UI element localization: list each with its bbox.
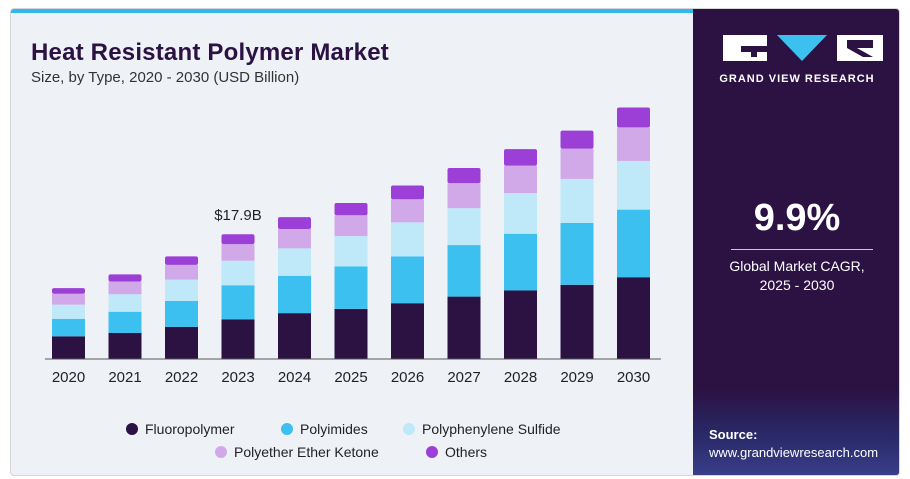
bar-2024-polyphenylene-sulfide [278,248,311,276]
bar-2027-polyether-ether-ketone [447,183,481,209]
bar-2022-polyether-ether-ketone [165,264,198,280]
bar-2021-polyphenylene-sulfide [108,294,142,312]
bar-2021-fluoropolymer [108,333,142,359]
accent-bar [11,9,693,13]
x-tick-label-2021: 2021 [108,369,141,386]
cagr-value: 9.9% [753,197,841,239]
bar-2029-polyimides [560,222,594,285]
bar-2024-fluoropolymer [278,313,311,359]
chart-title: Heat Resistant Polymer Market [31,39,389,66]
bar-2026-polyphenylene-sulfide [391,222,424,257]
bar-2025-others [334,203,368,216]
data-label-2023: $17.9B [214,207,262,224]
bar-2025-polyether-ether-ketone [334,215,368,237]
cagr-label-line2: 2025 - 2030 [759,277,835,293]
grand-view-research-logo-icon [723,35,883,61]
x-tick-label-2023: 2023 [221,369,254,386]
bar-2024-polyether-ether-ketone [278,229,311,249]
bar-2029-others [560,130,594,149]
x-tick-label-2022: 2022 [165,369,198,386]
bar-2025-polyphenylene-sulfide [334,236,368,267]
bar-2021-polyether-ether-ketone [108,281,142,295]
bar-2028-polyphenylene-sulfide [504,193,537,234]
bar-2020-polyether-ether-ketone [52,293,85,305]
bar-2022-polyphenylene-sulfide [165,279,198,301]
bar-2023-polyether-ether-ketone [221,244,255,261]
source-block: Source: www.grandviewresearch.com [693,389,899,475]
legend-label-polyimides: Polyimides [300,421,368,437]
bar-2027-polyphenylene-sulfide [447,208,481,246]
bar-2021-polyimides [108,311,142,333]
x-tick-label-2028: 2028 [504,369,537,386]
legend-swatch-polyether-ether-ketone [215,446,227,458]
bar-2026-polyether-ether-ketone [391,199,424,223]
bar-2027-fluoropolymer [447,296,481,359]
bar-2030-others [617,107,650,128]
x-tick-label-2030: 2030 [617,369,650,386]
bar-2028-others [504,149,537,166]
bar-2030-fluoropolymer [617,277,650,359]
stacked-bar-chart: 2020 2021 2022 $17.9B 2023 2024 2025 2026 2027 20… [45,107,661,460]
bar-2025-fluoropolymer [334,308,368,359]
legend-swatch-polyphenylene-sulfide [403,423,415,435]
bar-2030-polyether-ether-ketone [617,127,650,161]
cagr-label-line1: Global Market CAGR, [729,258,865,274]
legend-label-polyether-ether-ketone: Polyether Ether Ketone [234,444,379,460]
chart-panel: Heat Resistant Polymer Market Size, by T… [11,13,693,475]
legend-label-fluoropolymer: Fluoropolymer [145,421,235,437]
bar-2024-polyimides [278,275,311,314]
legend-label-others: Others [445,444,487,460]
bar-2026-polyimides [391,256,424,304]
bar-2030-polyimides [617,209,650,278]
bar-2027-others [447,168,481,184]
bar-2022-fluoropolymer [165,326,198,359]
legend-swatch-polyimides [281,423,293,435]
cagr-label: Global Market CAGR, 2025 - 2030 [693,257,899,295]
bar-2021-others [108,274,142,282]
legend-swatch-fluoropolymer [126,423,138,435]
bar-2025-polyimides [334,266,368,309]
bar-2024-others [278,217,311,229]
x-tick-label-2026: 2026 [391,369,424,386]
bar-2023-polyimides [221,285,255,320]
bar-2030-polyphenylene-sulfide [617,160,650,210]
bar-2022-others [165,256,198,265]
bar-2023-others [221,234,255,245]
divider [731,249,873,250]
bar-2028-polyether-ether-ketone [504,165,537,194]
x-tick-label-2024: 2024 [278,369,311,386]
bar-2029-polyether-ether-ketone [560,148,594,179]
side-panel: GRAND VIEW RESEARCH 9.9% Global Market C… [693,9,899,475]
x-tick-label-2020: 2020 [52,369,85,386]
infographic-card: Heat Resistant Polymer Market Size, by T… [10,8,900,476]
bar-2029-polyphenylene-sulfide [560,178,594,223]
bar-2020-others [52,288,85,294]
bar-2022-polyimides [165,300,198,327]
bar-2020-polyimides [52,318,85,337]
bar-2027-polyimides [447,245,481,297]
bar-2026-fluoropolymer [391,303,424,359]
bar-2029-fluoropolymer [560,284,594,359]
x-tick-label-2027: 2027 [447,369,480,386]
bar-2020-fluoropolymer [52,336,85,359]
bar-2023-fluoropolymer [221,319,255,359]
source-link[interactable]: www.grandviewresearch.com [709,445,879,460]
x-tick-label-2029: 2029 [560,369,593,386]
legend-swatch-others [426,446,438,458]
bar-2023-polyphenylene-sulfide [221,260,255,286]
brand-name: GRAND VIEW RESEARCH [719,73,875,85]
bar-2028-fluoropolymer [504,290,537,359]
bar-2020-polyphenylene-sulfide [52,304,85,319]
bar-2026-others [391,185,424,200]
x-tick-label-2025: 2025 [334,369,367,386]
source-label: Source: [709,427,758,442]
bar-2028-polyimides [504,233,537,291]
legend-label-polyphenylene-sulfide: Polyphenylene Sulfide [422,421,561,437]
chart-subtitle: Size, by Type, 2020 - 2030 (USD Billion) [31,69,300,86]
